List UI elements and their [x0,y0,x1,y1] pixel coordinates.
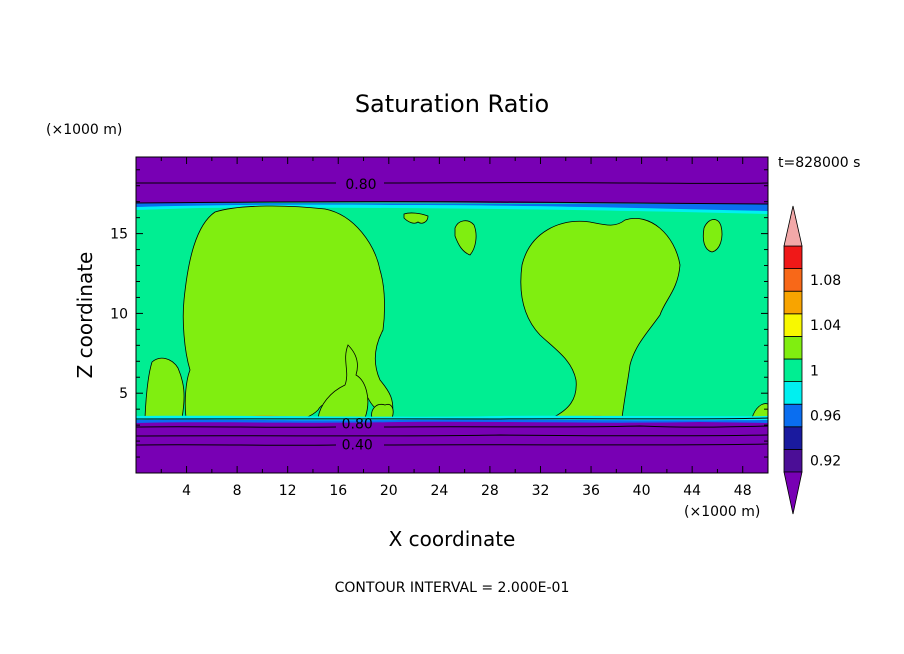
colorbar-segment [783,358,803,383]
cloud-right [520,218,681,419]
colorbar: 1.08 1.04 1 0.96 0.92 [783,205,841,515]
y-tick-label: 10 [110,306,128,322]
x-tick-label: 32 [532,483,550,499]
lower-dry-layer [136,421,768,473]
contour-line-top [136,201,768,205]
x-tick-label: 36 [582,483,600,499]
x-tick-label: 20 [380,483,398,499]
y-axis: 5 10 15 [110,169,768,458]
colorbar-segment [783,245,803,270]
colorbar-segment [783,381,803,405]
contour-line-bottom [136,417,768,420]
contour-line-070 [136,434,768,437]
cloud-right-edge [751,403,768,419]
colorbar-segment [783,335,803,360]
colorbar-label: 0.96 [810,409,841,425]
x-axis: 4 8 12 16 20 24 28 32 36 40 44 48 [160,157,752,499]
upper-dry-layer [136,157,768,205]
y-tick-label: 5 [119,386,128,402]
x-unit-label: (×1000 m) [684,504,760,520]
colorbar-label: 1.04 [810,318,841,334]
colorbar-segment [783,290,803,315]
contour-label-040: 0.40 [342,437,373,453]
x-axis-title: X coordinate [389,527,516,551]
cloud-center-right [454,220,477,256]
x-tick-label: 12 [279,483,297,499]
x-tick-label: 28 [481,483,499,499]
cloud-small-left [371,403,394,419]
contour-line-080-upper [136,182,768,184]
contour-interval-note: CONTOUR INTERVAL = 2.000E-01 [335,580,570,596]
x-tick-label: 4 [182,483,191,499]
colorbar-label: 0.92 [810,454,841,470]
contour-label-080-upper: 0.80 [345,177,376,193]
cloud-mid-left [317,344,369,419]
colorbar-segment [783,448,803,473]
cloud-center [403,212,429,224]
contour-line-080-lower [136,425,768,428]
x-tick-label: 44 [683,483,701,499]
colorbar-segment [783,426,803,450]
contour-label-080-lower: 0.80 [342,417,373,433]
y-unit-label: (×1000 m) [46,122,122,138]
cloud-far-right [702,219,723,253]
x-tick-label: 48 [734,483,752,499]
x-tick-label: 40 [633,483,651,499]
cloud-far-left [144,357,185,419]
upper-edge-band [136,203,768,212]
time-label: t=828000 s [778,155,860,171]
colorbar-label: 1 [810,363,819,379]
chart-title: Saturation Ratio [355,90,549,118]
plot-frame [135,156,769,474]
y-axis-title: Z coordinate [73,252,97,379]
colorbar-under-triangle [783,471,803,515]
colorbar-segment [783,268,803,292]
colorbar-over-triangle [783,205,803,247]
colorbar-label: 1.08 [810,273,841,289]
colorbar-segment [783,313,803,337]
y-tick-label: 15 [110,227,128,243]
plot-area: 0.80 0.80 0.40 [136,157,768,473]
contour-line-040 [136,443,768,446]
x-tick-label: 16 [329,483,347,499]
colorbar-segment [783,403,803,428]
x-tick-label: 24 [430,483,448,499]
x-tick-label: 8 [233,483,242,499]
